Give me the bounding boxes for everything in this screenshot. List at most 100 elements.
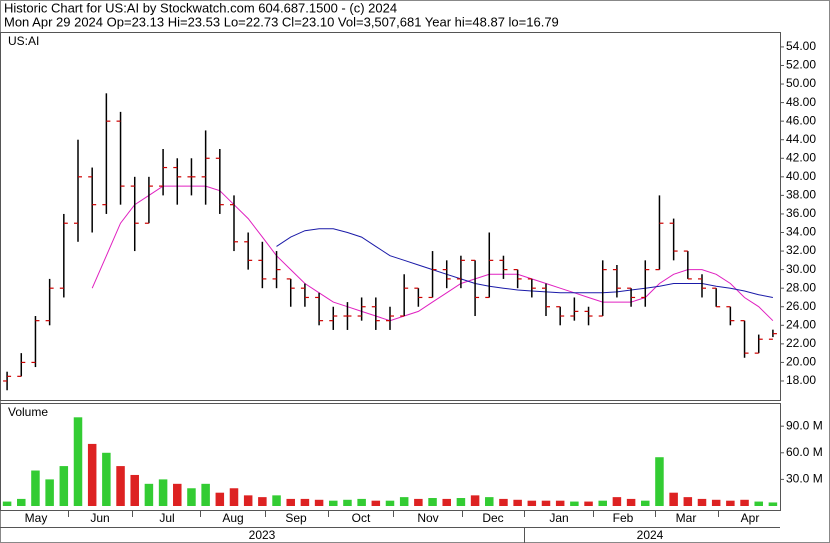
volume-bar: [726, 500, 735, 506]
volume-bar: [598, 500, 607, 506]
volume-bar: [144, 483, 154, 506]
volume-bar: [130, 474, 139, 506]
volume-bar: [442, 498, 451, 506]
volume-bar: [343, 499, 352, 506]
y-tick-label: 36.00: [786, 206, 816, 220]
y-tick-label: 20.00: [786, 355, 816, 369]
volume-bar: [513, 499, 522, 506]
volume-bar: [201, 483, 210, 506]
y-tick-label: 42.00: [786, 150, 816, 164]
volume-label: Volume: [8, 405, 48, 419]
volume-bar: [357, 498, 366, 506]
y-tick-label: 22.00: [786, 336, 816, 350]
y-tick-label: 40.00: [786, 169, 816, 183]
volume-bar: [485, 497, 494, 506]
volume-bar: [215, 492, 225, 506]
volume-bar: [428, 498, 437, 506]
y-tick-label: 32.00: [786, 243, 816, 257]
volume-bar: [399, 497, 409, 506]
volume-bar: [697, 498, 707, 506]
y-tick-label: 24.00: [786, 317, 816, 331]
y-tick-label: 46.00: [786, 113, 816, 127]
volume-bar: [229, 488, 239, 506]
volume-bar: [740, 499, 749, 506]
y-tick-label: 26.00: [786, 299, 816, 313]
volume-bar: [329, 500, 338, 506]
volume-bar: [527, 500, 537, 506]
volume-bar: [17, 498, 26, 506]
chart-title: Historic Chart for US:AI by Stockwatch.c…: [4, 0, 397, 15]
volume-bar: [2, 501, 12, 506]
y-tick-label: 30.00: [786, 262, 816, 276]
volume-bar: [584, 501, 593, 506]
x-tick-label: Jan: [549, 511, 568, 525]
moving-average: [276, 228, 773, 298]
price-panel: [0, 32, 781, 401]
volume-bar: [87, 443, 97, 506]
volume-bar: [102, 452, 111, 506]
x-tick-label: May: [25, 511, 48, 525]
x-tick-label: Feb: [613, 511, 634, 525]
volume-bar: [59, 466, 69, 506]
year-label: 2024: [637, 528, 664, 542]
y-tick-label: 18.00: [786, 373, 816, 387]
year-label: 2023: [249, 528, 276, 542]
y-tick-label: 38.00: [786, 188, 816, 202]
volume-bar: [414, 498, 423, 506]
volume-bar: [187, 488, 196, 506]
y-tick-label: 34.00: [786, 225, 816, 239]
volume-bar: [300, 498, 310, 506]
volume-bar: [258, 497, 267, 506]
volume-bar: [612, 497, 622, 506]
volume-bar: [768, 502, 778, 506]
volume-bar: [371, 500, 381, 506]
x-tick-label: Jun: [90, 511, 109, 525]
y-tick-label: 28.00: [786, 280, 816, 294]
volume-bar: [683, 497, 693, 506]
y-tick-label: 44.00: [786, 132, 816, 146]
volume-bar: [73, 417, 83, 506]
volume-bar: [754, 501, 763, 506]
volume-bar: [711, 499, 721, 506]
y-tick-label: 50.00: [786, 76, 816, 90]
volume-bar: [669, 492, 678, 506]
x-tick-label: Dec: [482, 511, 503, 525]
y-tick-label: 30.0 M: [786, 472, 823, 486]
volume-bar: [385, 500, 395, 506]
y-tick-label: 54.00: [786, 39, 816, 53]
volume-bar: [243, 495, 253, 506]
y-tick-label: 52.00: [786, 58, 816, 72]
volume-bar: [655, 457, 664, 506]
volume-bar: [470, 495, 480, 506]
y-tick-label: 60.0 M: [786, 445, 823, 459]
symbol-label: US:AI: [8, 34, 39, 48]
y-tick-label: 48.00: [786, 95, 816, 109]
volume-bar: [45, 479, 54, 506]
volume-bar: [158, 479, 168, 506]
volume-bar: [286, 498, 295, 506]
volume-bar: [555, 500, 565, 506]
volume-bar: [31, 470, 40, 506]
quote-info: Mon Apr 29 2024 Op=23.13 Hi=23.53 Lo=22.…: [4, 14, 559, 29]
volume-bar: [570, 501, 579, 506]
volume-bar: [116, 466, 125, 506]
x-tick-label: Jul: [159, 511, 174, 525]
y-tick-label: 90.0 M: [786, 418, 823, 432]
x-tick-label: Sep: [285, 511, 307, 525]
x-tick-label: Mar: [676, 511, 697, 525]
x-tick-label: Oct: [352, 511, 371, 525]
volume-panel: [0, 403, 781, 511]
volume-bar: [314, 499, 324, 506]
x-tick-label: Nov: [417, 511, 438, 525]
volume-bar: [456, 498, 466, 506]
volume-bar: [541, 500, 551, 506]
volume-bar: [626, 498, 636, 506]
volume-bar: [272, 495, 281, 506]
x-tick-label: Apr: [741, 511, 760, 525]
volume-bar: [641, 500, 650, 506]
volume-bar: [173, 483, 182, 506]
x-tick-label: Aug: [222, 511, 243, 525]
volume-bar: [499, 498, 508, 506]
